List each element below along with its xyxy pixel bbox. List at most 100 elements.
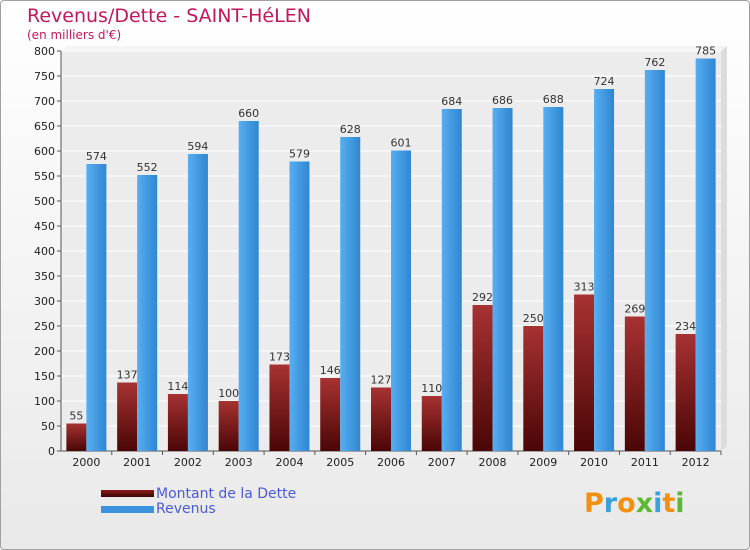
legend-swatch-dette — [101, 490, 154, 497]
y-tick-label: 350 — [34, 270, 55, 283]
label-dette-2012: 234 — [675, 320, 696, 333]
label-dette-2008: 292 — [472, 291, 493, 304]
label-revenus-2006: 601 — [391, 137, 412, 150]
label-revenus-2004: 579 — [289, 148, 310, 161]
logo-letter: P — [584, 488, 604, 519]
bar-revenus-2001 — [137, 175, 158, 451]
y-tick-label: 50 — [41, 420, 55, 433]
bar-dette-2003 — [218, 401, 239, 451]
label-revenus-2008: 686 — [492, 94, 513, 107]
bar-dette-2006 — [371, 387, 391, 451]
y-tick-label: 450 — [34, 220, 55, 233]
bar-revenus-2000 — [86, 164, 107, 451]
bar-revenus-2002 — [187, 154, 208, 451]
x-tick-label: 2003 — [225, 456, 253, 469]
bar-revenus-2008 — [492, 108, 513, 451]
label-revenus-2010: 724 — [594, 75, 615, 88]
legend-swatches — [101, 490, 154, 513]
data-labels: 55 574 137 552 114 594 100 660 173 579 146 628 127 60… — [69, 45, 716, 423]
y-tick-label: 800 — [34, 45, 55, 58]
y-tick-label: 700 — [34, 95, 55, 108]
bar-revenus-2010 — [594, 89, 615, 451]
bar-revenus-2004 — [289, 161, 310, 451]
label-dette-2000: 55 — [69, 410, 83, 423]
bar-dette-2001 — [117, 382, 138, 451]
bar-dette-2007 — [421, 396, 442, 451]
logo-letter: i — [653, 488, 663, 519]
logo-letter: i — [675, 488, 685, 519]
label-revenus-2012: 785 — [695, 45, 716, 58]
bars — [66, 58, 716, 451]
y-tick-label: 0 — [48, 445, 55, 458]
logo-letter: x — [635, 488, 654, 519]
chart-subtitle: (en milliers d'€) — [27, 28, 122, 42]
bar-dette-2009 — [523, 326, 544, 451]
legend-label-revenus: Revenus — [156, 501, 216, 517]
label-dette-2007: 110 — [421, 382, 442, 395]
x-tick-label: 2011 — [631, 456, 659, 469]
label-revenus-2007: 684 — [441, 95, 462, 108]
label-revenus-2000: 574 — [86, 150, 107, 163]
label-revenus-2011: 762 — [644, 56, 665, 69]
y-tick-label: 600 — [34, 145, 55, 158]
label-dette-2004: 173 — [269, 351, 290, 364]
label-dette-2006: 127 — [371, 374, 392, 387]
y-tick-label: 500 — [34, 195, 55, 208]
bar-dette-2012 — [675, 334, 696, 451]
bar-revenus-2007 — [441, 109, 462, 451]
label-dette-2005: 146 — [320, 364, 341, 377]
logo-letter: r — [603, 488, 618, 519]
logo-letter: t — [662, 488, 676, 519]
y-tick-label: 250 — [34, 320, 55, 333]
logo-letter: o — [617, 488, 636, 519]
legend-swatch-revenus — [101, 506, 154, 513]
y-tick-label: 300 — [34, 295, 55, 308]
y-tick-label: 550 — [34, 170, 55, 183]
x-tick-label: 2005 — [326, 456, 354, 469]
bar-revenus-2012 — [695, 58, 716, 451]
x-tick-label: 2009 — [529, 456, 557, 469]
label-dette-2009: 250 — [523, 312, 544, 325]
chart-title: Revenus/Dette - SAINT-HéLEN — [27, 5, 311, 27]
x-tick-label: 2004 — [275, 456, 303, 469]
label-revenus-2001: 552 — [137, 161, 158, 174]
bar-dette-2004 — [269, 364, 290, 451]
bar-dette-2011 — [624, 316, 645, 451]
bar-dette-2000 — [66, 423, 87, 451]
bar-dette-2010 — [574, 294, 595, 451]
y-tick-label: 750 — [34, 70, 55, 83]
x-tick-label: 2000 — [72, 456, 100, 469]
x-tick-label: 2001 — [123, 456, 151, 469]
label-dette-2010: 313 — [574, 281, 595, 294]
label-dette-2002: 114 — [167, 380, 188, 393]
x-tick-label: 2010 — [580, 456, 608, 469]
y-tick-label: 200 — [34, 345, 55, 358]
label-revenus-2005: 628 — [340, 123, 361, 136]
proxiti-logo: Proxiti — [584, 488, 685, 519]
x-tick-label: 2002 — [174, 456, 202, 469]
bar-revenus-2003 — [238, 121, 259, 451]
y-tick-label: 100 — [34, 395, 55, 408]
x-tick-label: 2007 — [428, 456, 456, 469]
bar-revenus-2009 — [543, 107, 564, 451]
x-tick-label: 2012 — [682, 456, 710, 469]
label-dette-2003: 100 — [218, 387, 239, 400]
label-dette-2011: 269 — [624, 303, 645, 316]
label-revenus-2003: 660 — [238, 107, 259, 120]
label-dette-2001: 137 — [117, 369, 138, 382]
bar-revenus-2006 — [391, 150, 411, 451]
bar-dette-2002 — [167, 394, 188, 451]
x-tick-label: 2008 — [479, 456, 507, 469]
bar-dette-2005 — [320, 378, 341, 451]
y-tick-label: 150 — [34, 370, 55, 383]
bar-dette-2008 — [472, 305, 493, 451]
bar-revenus-2011 — [644, 70, 665, 451]
label-revenus-2002: 594 — [187, 140, 208, 153]
bar-revenus-2005 — [340, 137, 361, 451]
x-tick-label: 2006 — [377, 456, 405, 469]
label-revenus-2009: 688 — [543, 93, 564, 106]
y-tick-label: 400 — [34, 245, 55, 258]
y-tick-label: 650 — [34, 120, 55, 133]
